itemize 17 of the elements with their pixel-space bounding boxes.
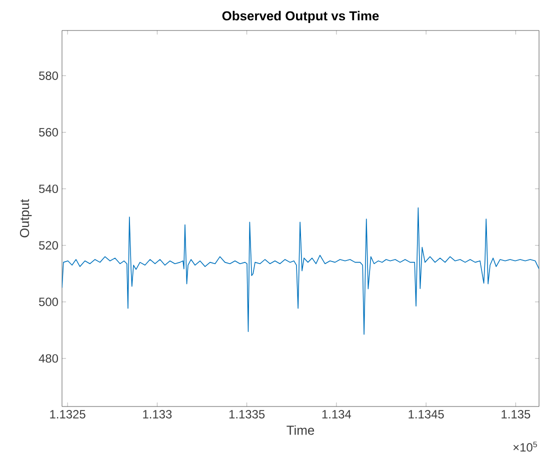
x-tick-label: 1.133 xyxy=(143,410,172,418)
y-tick-label: 540 xyxy=(39,184,58,194)
y-axis-title: Output xyxy=(20,199,32,238)
x-tick-label: 1.1335 xyxy=(229,410,265,418)
y-tick-label: 500 xyxy=(39,298,58,306)
text: ×10$^{5}$ xyxy=(513,442,537,452)
y-tick-label: 580 xyxy=(39,72,58,80)
y-tick-label: 480 xyxy=(38,354,58,363)
line-series xyxy=(62,207,540,335)
x-tick-label: 1.134 xyxy=(322,410,352,418)
x-tick-label: 1.1325 xyxy=(50,410,86,418)
y-tick-label: 520 xyxy=(39,241,58,250)
x-axis-title: Time xyxy=(286,425,314,435)
chart-title: Observed Output vs Time xyxy=(222,10,379,23)
x-tick-label: 1.1345 xyxy=(408,410,444,418)
x-tick-label: 1.135 xyxy=(502,410,530,418)
y-tick-label: 560 xyxy=(39,128,58,136)
